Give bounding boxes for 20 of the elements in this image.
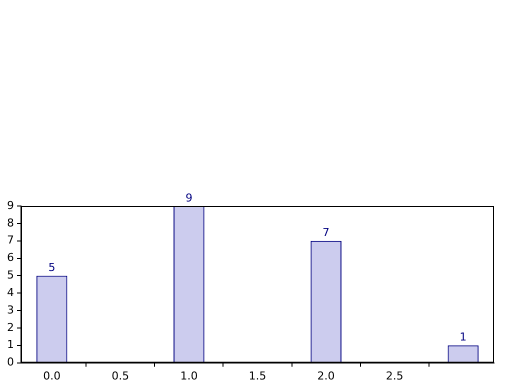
y-tick-label: 5 bbox=[7, 268, 14, 282]
y-tick-label: 8 bbox=[7, 216, 14, 230]
y-tick-label: 7 bbox=[7, 234, 14, 247]
x-tick-label: 2.5 bbox=[386, 369, 404, 382]
data-label: 9 bbox=[185, 191, 192, 204]
x-tick-label: 0.5 bbox=[112, 369, 130, 382]
y-tick-label: 6 bbox=[7, 251, 14, 264]
data-label: 1 bbox=[460, 330, 467, 344]
data-label: 7 bbox=[322, 226, 330, 240]
y-tick-label: 1 bbox=[7, 338, 14, 352]
x-tick-label: 1.0 bbox=[180, 369, 198, 382]
y-tick-label: 0 bbox=[7, 356, 14, 369]
data-label: 5 bbox=[48, 261, 56, 274]
y-tick-label: 3 bbox=[7, 303, 14, 316]
x-tick-label: 0.0 bbox=[43, 369, 61, 382]
y-tick-label: 9 bbox=[7, 198, 14, 212]
y-tick-label: 4 bbox=[7, 286, 14, 299]
y-tick-label: 2 bbox=[7, 320, 14, 334]
x-tick-label: 1.5 bbox=[248, 369, 266, 382]
x-tick-label: 2.0 bbox=[317, 369, 335, 382]
